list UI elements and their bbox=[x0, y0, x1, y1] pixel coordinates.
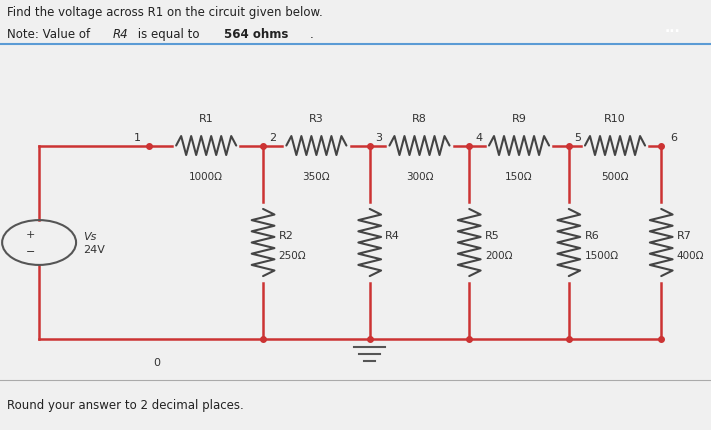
Text: 250Ω: 250Ω bbox=[279, 250, 306, 260]
Text: 500Ω: 500Ω bbox=[602, 171, 629, 181]
Text: R4: R4 bbox=[112, 28, 128, 41]
Text: 6: 6 bbox=[670, 133, 677, 143]
Text: Vs: Vs bbox=[83, 231, 97, 241]
Text: 5: 5 bbox=[574, 133, 582, 143]
Text: 24V: 24V bbox=[83, 245, 105, 255]
Text: 1500Ω: 1500Ω bbox=[584, 250, 619, 260]
Text: Find the voltage across R1 on the circuit given below.: Find the voltage across R1 on the circui… bbox=[7, 6, 323, 19]
Text: R1: R1 bbox=[199, 114, 213, 124]
Text: R3: R3 bbox=[309, 114, 324, 124]
Text: 200Ω: 200Ω bbox=[485, 250, 513, 260]
Text: .: . bbox=[309, 28, 313, 41]
Text: +: + bbox=[26, 229, 36, 240]
Text: R4: R4 bbox=[385, 230, 400, 240]
Text: 150Ω: 150Ω bbox=[506, 171, 533, 181]
Text: 4: 4 bbox=[475, 133, 482, 143]
Text: R6: R6 bbox=[584, 230, 599, 240]
Text: Note: Value of: Note: Value of bbox=[7, 28, 94, 41]
Text: Round your answer to 2 decimal places.: Round your answer to 2 decimal places. bbox=[7, 398, 244, 411]
Text: 1: 1 bbox=[134, 133, 141, 143]
Text: 3: 3 bbox=[375, 133, 383, 143]
Text: R9: R9 bbox=[512, 114, 526, 124]
Text: R5: R5 bbox=[485, 230, 500, 240]
Text: 2: 2 bbox=[269, 133, 276, 143]
Text: 1000Ω: 1000Ω bbox=[189, 171, 223, 181]
Text: −: − bbox=[26, 246, 36, 257]
Text: R2: R2 bbox=[279, 230, 294, 240]
Text: 0: 0 bbox=[153, 357, 160, 367]
Text: 350Ω: 350Ω bbox=[303, 171, 330, 181]
Text: is equal to: is equal to bbox=[134, 28, 203, 41]
Text: R10: R10 bbox=[604, 114, 626, 124]
Text: R7: R7 bbox=[677, 230, 692, 240]
Text: R8: R8 bbox=[412, 114, 427, 124]
Text: 400Ω: 400Ω bbox=[677, 250, 705, 260]
Text: ...: ... bbox=[665, 22, 681, 35]
Text: 564 ohms: 564 ohms bbox=[224, 28, 289, 41]
Text: 300Ω: 300Ω bbox=[406, 171, 433, 181]
